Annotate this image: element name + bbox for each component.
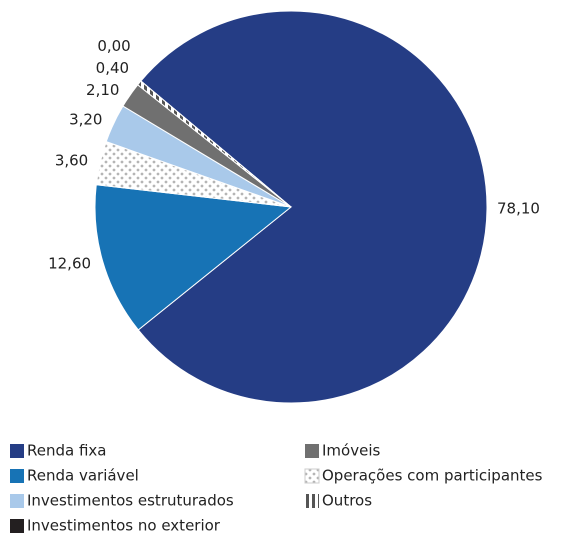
legend-label: Outros xyxy=(322,492,372,510)
legend-swatch xyxy=(304,468,320,484)
pie-slice xyxy=(137,80,292,208)
pie-slice xyxy=(137,10,488,404)
legend-label: Operações com participantes xyxy=(322,467,543,485)
legend-swatch xyxy=(305,444,319,458)
legend-label: Investimentos no exterior xyxy=(27,517,221,535)
legend-label: Renda variável xyxy=(27,467,139,485)
data-label: 3,20 xyxy=(69,111,102,129)
data-label: 2,10 xyxy=(86,81,119,99)
legend-label: Renda fixa xyxy=(27,442,106,460)
legend-swatch xyxy=(10,519,24,533)
legend-swatch xyxy=(10,494,24,508)
pie-slice xyxy=(94,184,293,331)
data-label: 12,60 xyxy=(48,254,91,272)
data-label: 3,60 xyxy=(55,152,88,170)
data-label: 0,40 xyxy=(96,59,129,77)
data-label: 78,10 xyxy=(497,200,540,218)
legend-swatch xyxy=(305,494,319,508)
legend-label: Imóveis xyxy=(322,442,380,460)
data-label: 0,00 xyxy=(97,37,130,55)
legend-swatch xyxy=(10,469,24,483)
legend-label: Investimentos estruturados xyxy=(27,492,234,510)
legend-swatch xyxy=(10,444,24,458)
